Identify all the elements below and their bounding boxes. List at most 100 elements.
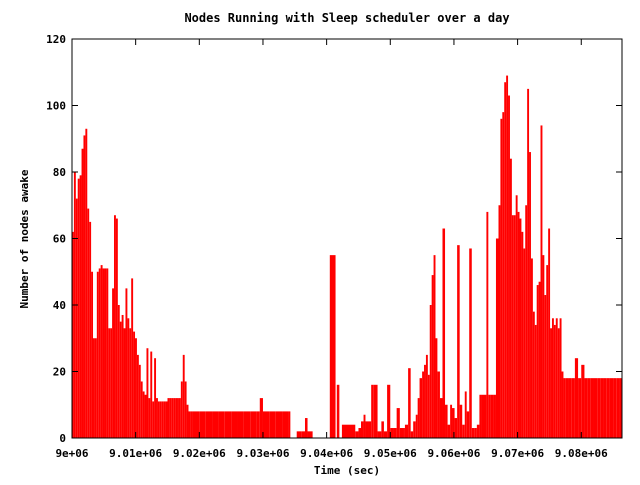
bar	[588, 378, 591, 438]
y-tick-label: 60	[53, 233, 66, 246]
bar	[120, 322, 122, 438]
bar	[426, 355, 428, 438]
bar	[108, 328, 110, 438]
bar	[114, 215, 116, 438]
bar	[181, 381, 183, 438]
bar	[537, 285, 539, 438]
bar	[496, 239, 499, 439]
bar	[364, 415, 366, 438]
bar	[411, 431, 414, 438]
bar	[85, 129, 87, 438]
bar	[450, 405, 452, 438]
bar	[187, 405, 189, 438]
bar	[413, 421, 416, 438]
bar	[525, 205, 527, 438]
bar	[488, 395, 491, 438]
bar	[512, 215, 514, 438]
bar	[269, 411, 275, 438]
bar	[124, 328, 126, 438]
bar	[581, 365, 584, 438]
bar	[560, 318, 562, 438]
bar	[552, 318, 554, 438]
bar	[584, 378, 587, 438]
bar	[160, 401, 162, 438]
bar	[93, 338, 95, 438]
bar	[400, 428, 403, 438]
bar	[82, 149, 84, 438]
bar	[156, 398, 158, 438]
bar	[514, 215, 516, 438]
bar	[179, 398, 181, 438]
bar	[562, 372, 564, 439]
bar	[238, 411, 244, 438]
bar	[175, 398, 177, 438]
bar	[257, 411, 260, 438]
bar	[206, 411, 212, 438]
bar	[523, 248, 525, 438]
bar	[177, 398, 179, 438]
x-tick-label: 9.08e+06	[555, 447, 608, 460]
bar	[330, 255, 333, 438]
bar	[116, 219, 118, 438]
bar	[578, 378, 581, 438]
bar	[139, 365, 141, 438]
bar	[87, 209, 89, 438]
bar	[112, 288, 114, 438]
bar	[477, 425, 480, 438]
bar	[467, 411, 470, 438]
bar	[154, 358, 156, 438]
bar	[529, 152, 531, 438]
bar	[231, 411, 237, 438]
bar	[510, 159, 512, 438]
bar	[244, 411, 250, 438]
bar	[131, 278, 133, 438]
bar	[171, 398, 173, 438]
bar	[106, 268, 108, 438]
bar	[437, 372, 440, 439]
bar	[502, 112, 504, 438]
bar	[508, 96, 510, 438]
bar	[152, 401, 154, 438]
bar	[550, 328, 552, 438]
bar	[591, 378, 594, 438]
bar	[479, 395, 482, 438]
bar	[141, 381, 143, 438]
bar	[563, 378, 565, 438]
bar	[333, 255, 336, 438]
bar	[110, 328, 112, 438]
bar	[125, 288, 127, 438]
bar	[371, 385, 374, 438]
bar	[297, 431, 301, 438]
bar	[190, 411, 193, 438]
x-tick-label: 9.04e+06	[300, 447, 353, 460]
bar	[541, 125, 543, 438]
x-tick-label: 9e+06	[55, 447, 88, 460]
bar	[462, 425, 465, 438]
bar	[493, 395, 496, 438]
bar	[127, 318, 129, 438]
bar	[565, 378, 568, 438]
y-tick-label: 20	[53, 366, 66, 379]
bar	[188, 411, 190, 438]
bar	[418, 398, 420, 438]
bar	[135, 338, 137, 438]
bar	[535, 325, 537, 438]
bar	[544, 295, 546, 438]
bar	[378, 431, 382, 438]
bar	[133, 332, 135, 438]
bar	[101, 265, 103, 438]
bar	[469, 248, 472, 438]
bar	[422, 372, 424, 439]
bars-layer	[72, 76, 622, 438]
bar	[465, 391, 467, 438]
bar	[546, 265, 548, 438]
bar	[531, 258, 533, 438]
bar	[166, 401, 168, 438]
bar	[212, 411, 218, 438]
bar	[218, 411, 224, 438]
bar	[440, 398, 443, 438]
x-tick-label: 9.07e+06	[491, 447, 544, 460]
bar	[518, 212, 520, 438]
bar	[365, 421, 368, 438]
x-tick-label: 9.05e+06	[364, 447, 417, 460]
